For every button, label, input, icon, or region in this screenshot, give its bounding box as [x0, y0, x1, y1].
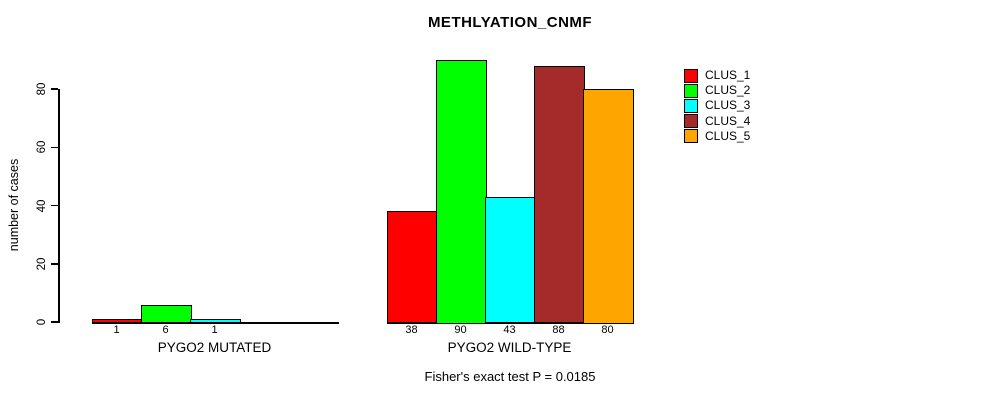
y-axis-tick	[51, 146, 58, 148]
bar-value-label: 38	[405, 324, 418, 336]
group-label: PYGO2 MUTATED	[157, 340, 272, 355]
legend-label: CLUS_3	[705, 98, 751, 113]
bar-value-label: 88	[552, 324, 565, 336]
chart-title: METHLYATION_CNMF	[427, 14, 593, 31]
y-axis-tick	[51, 204, 58, 207]
legend: CLUS_1 CLUS_2 CLUS_3 CLUS_4 CLUS_5	[684, 68, 750, 144]
bar-CLUS_1	[92, 319, 143, 324]
bar-value-label: 6	[162, 324, 169, 336]
y-axis-title: number of cases	[7, 158, 21, 252]
legend-swatch-icon	[684, 83, 698, 98]
bar-CLUS_1	[387, 211, 438, 324]
legend-label: CLUS_2	[705, 83, 751, 98]
y-axis-tick-label: 0	[36, 318, 48, 326]
y-axis-tick-label: 80	[36, 82, 48, 96]
y-axis-tick-label: 40	[36, 199, 48, 212]
group-label: PYGO2 WILD-TYPE	[447, 340, 572, 355]
fisher-test-annotation: Fisher's exact test P = 0.0185	[424, 369, 596, 384]
y-axis-tick	[51, 263, 58, 265]
legend-label: CLUS_1	[705, 68, 751, 83]
y-axis-tick-label: 60	[36, 140, 48, 154]
bar-CLUS_4	[534, 65, 585, 324]
bar-value-label: 43	[503, 324, 516, 336]
legend-item: CLUS_3	[684, 98, 750, 113]
bar-CLUS_5	[583, 89, 634, 324]
y-axis-tick-label: 20	[36, 257, 48, 271]
legend-label: CLUS_5	[705, 128, 751, 143]
bar-CLUS_2	[436, 59, 487, 324]
legend-item: CLUS_2	[684, 83, 750, 98]
legend-item: CLUS_5	[684, 129, 750, 144]
y-axis-tick	[51, 88, 58, 90]
legend-item: CLUS_4	[684, 114, 750, 129]
bar-CLUS_2	[141, 304, 192, 324]
legend-swatch-icon	[684, 129, 698, 144]
legend-swatch-icon	[684, 114, 698, 129]
bar-CLUS_3	[485, 196, 536, 324]
legend-swatch-icon	[684, 98, 698, 113]
bar-value-label: 90	[454, 324, 467, 336]
legend-item: CLUS_1	[684, 68, 750, 83]
legend-swatch-icon	[684, 68, 698, 83]
legend-label: CLUS_4	[705, 113, 751, 128]
y-axis-line	[58, 89, 60, 323]
bar-value-label: 80	[601, 324, 614, 336]
y-axis-tick	[51, 321, 58, 323]
bar-value-label: 1	[113, 324, 120, 336]
bar-CLUS_3	[190, 319, 241, 324]
bar-value-label: 1	[211, 324, 218, 336]
